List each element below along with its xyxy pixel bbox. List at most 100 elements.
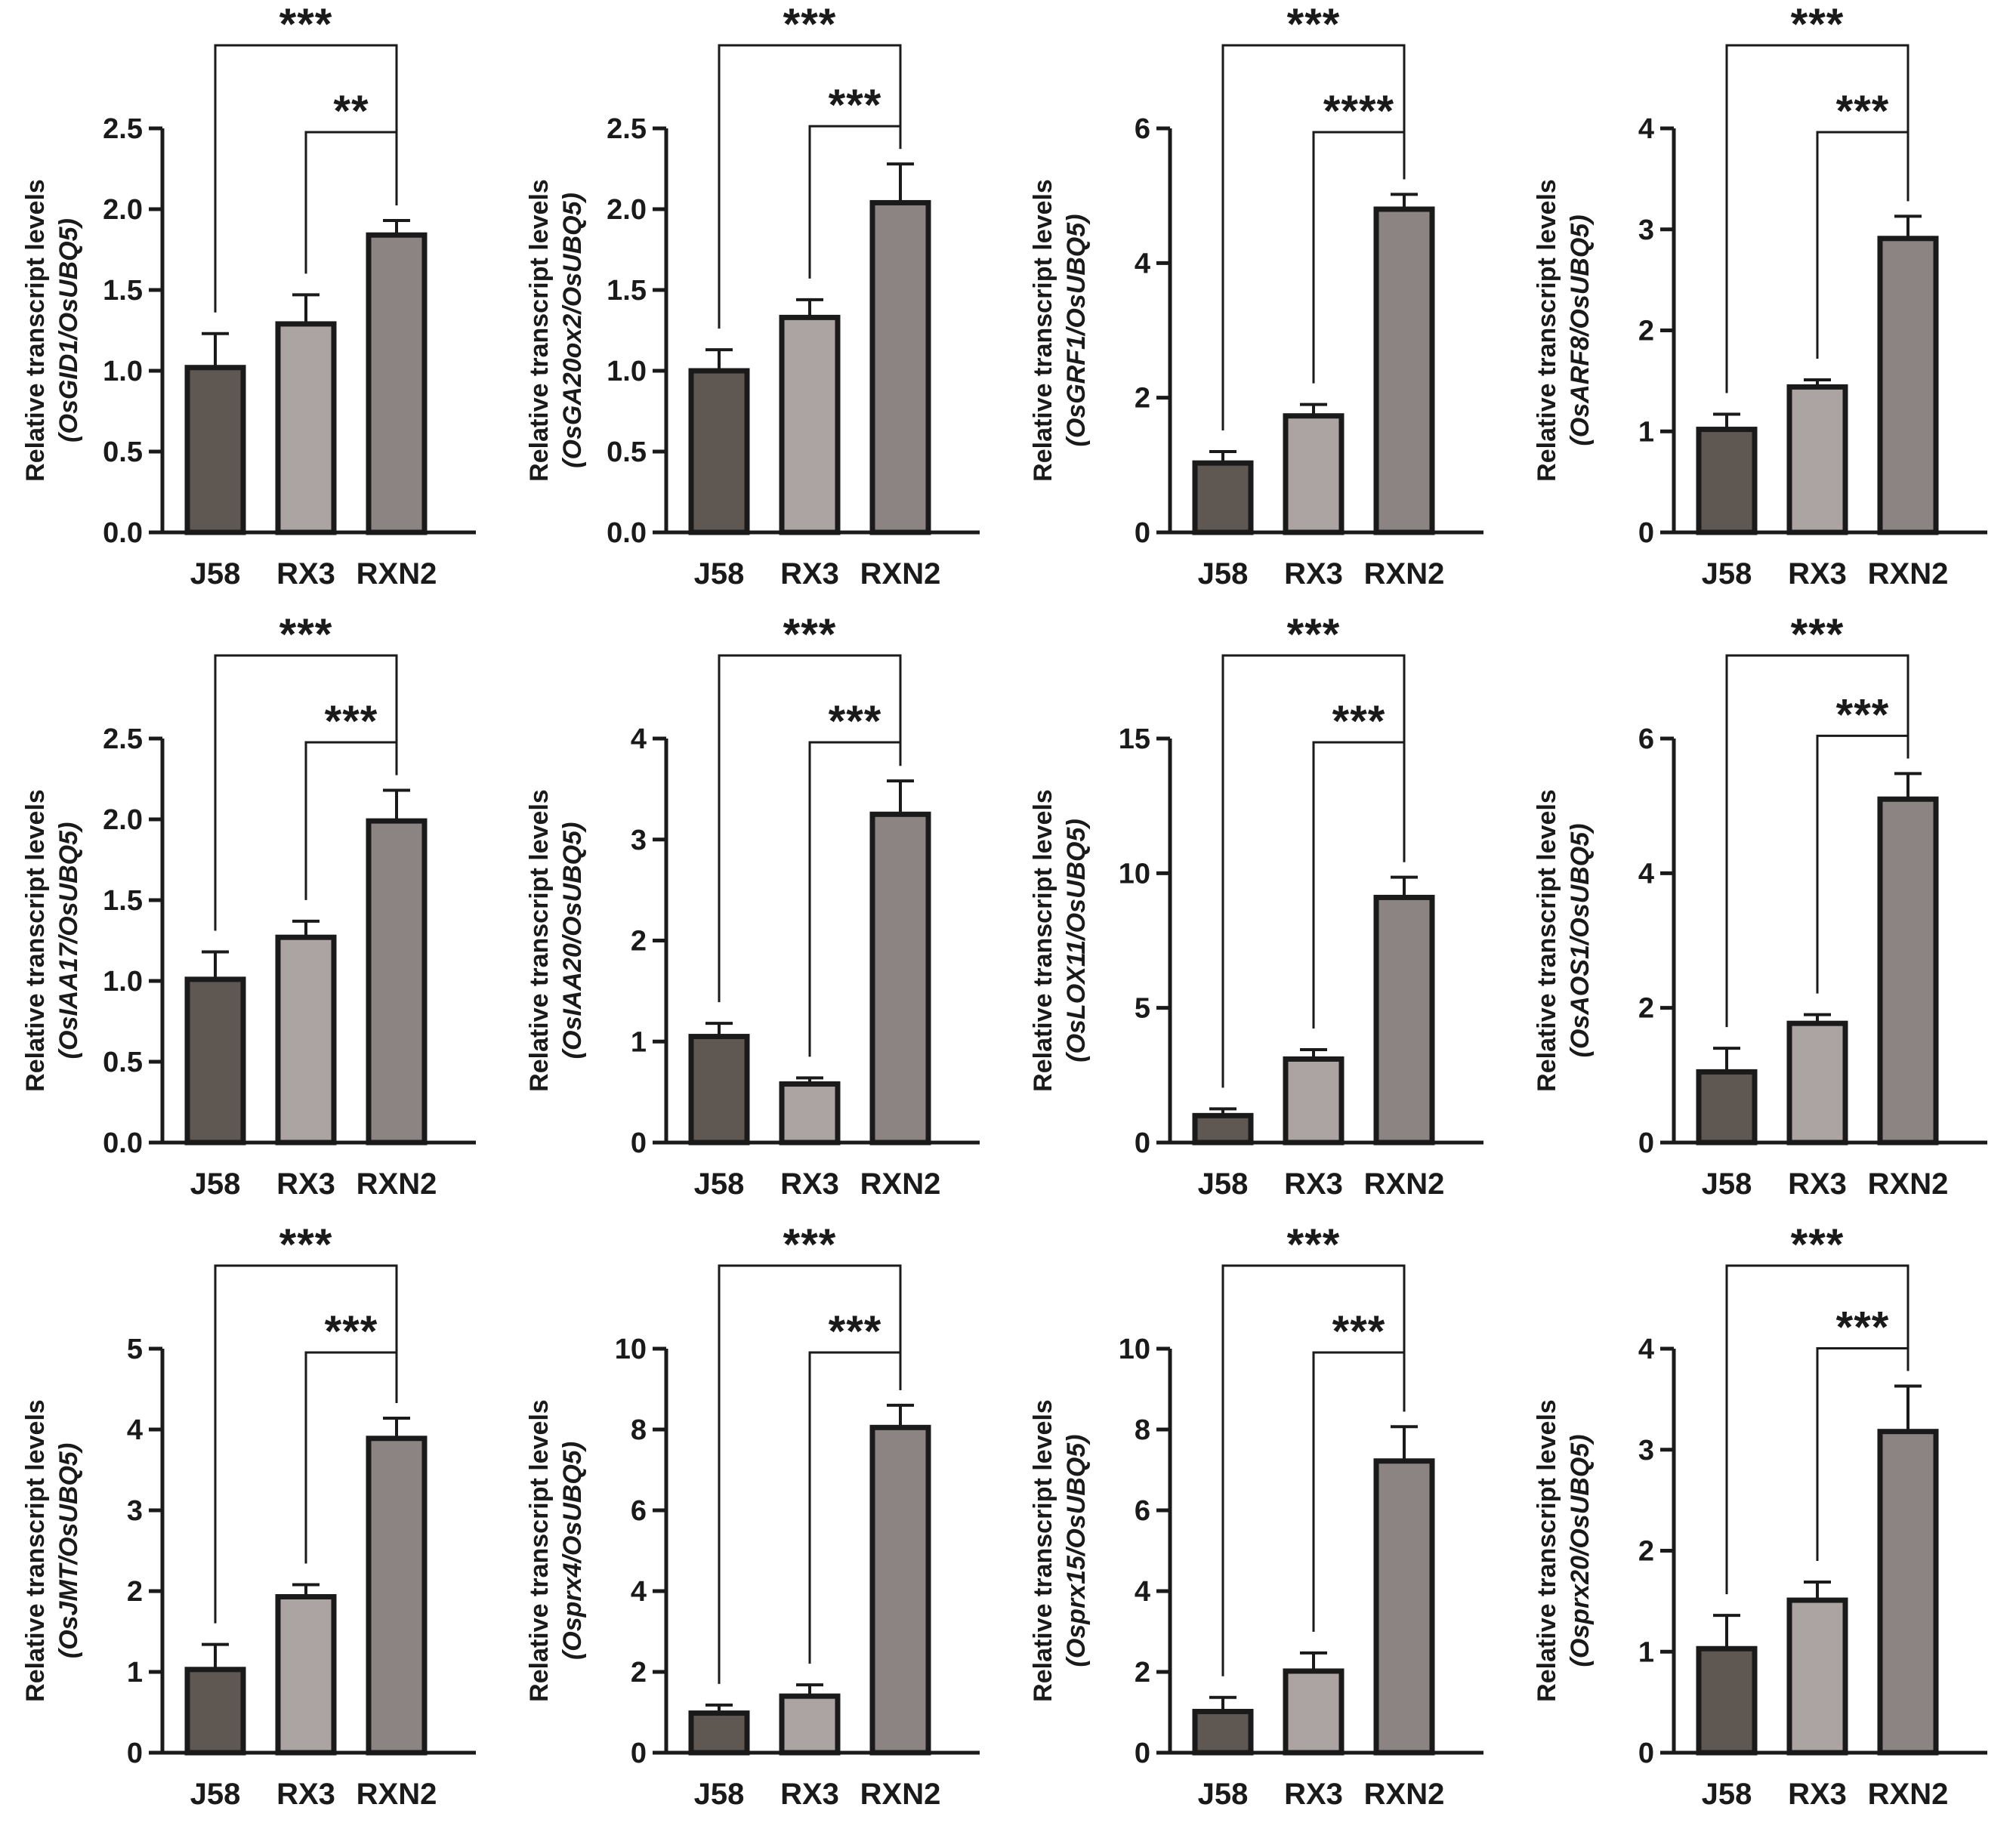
significance-bracket bbox=[1312, 741, 1406, 1029]
y-tick-label: 1.0 bbox=[103, 356, 143, 387]
y-tick-label: 3 bbox=[1638, 1435, 1654, 1467]
x-category-label: RXN2 bbox=[1868, 1778, 1949, 1811]
y-tick-label: 5 bbox=[1135, 993, 1150, 1025]
chart-svg: Relative transcript levels (Osprx20/OsUBQ… bbox=[1533, 1220, 1987, 1811]
x-category-label: RX3 bbox=[276, 1167, 335, 1201]
significance-bracket bbox=[1816, 734, 1909, 994]
y-tick-label: 2 bbox=[631, 926, 647, 958]
significance-bracket bbox=[1816, 1346, 1909, 1561]
significance-label: *** bbox=[279, 0, 333, 49]
significance-bracket bbox=[1725, 654, 1909, 1028]
bar-j58 bbox=[1696, 427, 1758, 535]
chart-svg: Relative transcript levels (OsGID1/OsUBQ5… bbox=[21, 0, 476, 591]
y-tick-label: 1 bbox=[631, 1026, 647, 1058]
x-category-label: J58 bbox=[694, 1167, 745, 1201]
significance-label: *** bbox=[1332, 697, 1386, 746]
bar-rxn2 bbox=[1877, 1429, 1939, 1756]
y-tick-label: 10 bbox=[1119, 1334, 1150, 1365]
bar-rx3 bbox=[275, 934, 337, 1146]
chart-panel: Relative transcript levels (Osprx20/OsUBQ… bbox=[1511, 1220, 2015, 1830]
significance-label: *** bbox=[829, 697, 882, 746]
chart-svg: Relative transcript levels (OsGRF1/OsUBQ5… bbox=[1029, 0, 1483, 591]
chart-panel: Relative transcript levels (OsIAA20/OsUBQ… bbox=[504, 610, 1008, 1220]
y-axis-label: Relative transcript levels bbox=[1533, 789, 1561, 1092]
bar-rxn2 bbox=[1373, 894, 1435, 1146]
x-category-label: RXN2 bbox=[1868, 557, 1949, 591]
significance-label: *** bbox=[1332, 1307, 1386, 1356]
bar-rx3 bbox=[1283, 413, 1345, 535]
significance-bracket bbox=[1312, 131, 1406, 384]
x-category-label: J58 bbox=[190, 1778, 241, 1811]
y-tick-label: 2 bbox=[1638, 316, 1654, 347]
y-tick-label: 2.0 bbox=[607, 194, 647, 226]
significance-bracket bbox=[1725, 1264, 1909, 1595]
significance-bracket bbox=[1312, 1351, 1406, 1632]
bar-rx3 bbox=[1786, 1020, 1848, 1146]
bar-rxn2 bbox=[366, 232, 428, 535]
bar-rxn2 bbox=[1877, 236, 1939, 535]
y-tick-label: 0.5 bbox=[607, 436, 647, 468]
significance-bracket bbox=[304, 1351, 398, 1564]
significance-label: *** bbox=[279, 610, 333, 659]
bar-rx3 bbox=[1786, 384, 1848, 535]
y-tick-label: 0 bbox=[1638, 1738, 1654, 1769]
bar-rx3 bbox=[275, 1593, 337, 1756]
y-tick-label: 8 bbox=[1135, 1414, 1150, 1446]
significance-label: *** bbox=[1791, 610, 1845, 659]
y-tick-label: 2.5 bbox=[103, 113, 143, 145]
x-category-label: RX3 bbox=[1284, 557, 1343, 591]
significance-bracket bbox=[214, 44, 398, 313]
y-tick-label: 6 bbox=[1638, 723, 1654, 755]
x-category-label: RXN2 bbox=[860, 1778, 941, 1811]
y-axis-sublabel: (OsARF8/OsUBQ5) bbox=[1566, 214, 1595, 446]
y-tick-label: 4 bbox=[631, 1576, 647, 1608]
y-axis-sublabel: (OsAOS1/OsUBQ5) bbox=[1566, 824, 1595, 1058]
bar-rxn2 bbox=[366, 1436, 428, 1756]
significance-label: *** bbox=[1287, 1220, 1341, 1269]
chart-panel: Relative transcript levels (OsIAA17/OsUBQ… bbox=[0, 610, 504, 1220]
y-tick-label: 0.5 bbox=[103, 436, 143, 468]
significance-bracket bbox=[214, 1264, 398, 1624]
chart-panel: Relative transcript levels (OsGRF1/OsUBQ5… bbox=[1008, 0, 1511, 610]
y-tick-label: 2.0 bbox=[103, 194, 143, 226]
bar-rx3 bbox=[275, 321, 337, 535]
bar-rx3 bbox=[779, 1081, 841, 1146]
y-axis-label: Relative transcript levels bbox=[1029, 179, 1057, 482]
y-tick-label: 0.0 bbox=[103, 1127, 143, 1159]
x-category-label: RXN2 bbox=[1364, 557, 1445, 591]
chart-svg: Relative transcript levels (OsIAA17/OsUBQ… bbox=[21, 610, 476, 1201]
x-category-label: J58 bbox=[1702, 557, 1752, 591]
bar-j58 bbox=[1192, 1112, 1254, 1146]
x-category-label: RX3 bbox=[1284, 1778, 1343, 1811]
x-category-label: RX3 bbox=[780, 1167, 839, 1201]
bar-j58 bbox=[688, 1710, 750, 1756]
y-tick-label: 0 bbox=[631, 1738, 647, 1769]
y-axis-sublabel: (OsGA20ox2/OsUBQ5) bbox=[558, 193, 587, 468]
y-tick-label: 0.0 bbox=[103, 517, 143, 549]
y-axis-label: Relative transcript levels bbox=[21, 179, 50, 482]
bar-rx3 bbox=[779, 314, 841, 535]
y-tick-label: 1.5 bbox=[103, 885, 143, 917]
y-tick-label: 1 bbox=[127, 1657, 143, 1689]
y-axis-label: Relative transcript levels bbox=[1533, 179, 1561, 482]
x-category-label: RX3 bbox=[1788, 557, 1847, 591]
y-tick-label: 2 bbox=[1135, 1657, 1150, 1689]
bar-rxn2 bbox=[1373, 206, 1435, 535]
y-tick-label: 4 bbox=[127, 1414, 143, 1446]
chart-panel: Relative transcript levels (OsGA20ox2/OsU… bbox=[504, 0, 1008, 610]
y-tick-label: 1 bbox=[1638, 416, 1654, 448]
y-tick-label: 4 bbox=[1638, 858, 1654, 890]
significance-label: *** bbox=[1836, 1303, 1890, 1352]
y-axis-sublabel: (Osprx20/OsUBQ5) bbox=[1566, 1435, 1595, 1667]
significance-label: *** bbox=[1836, 87, 1890, 136]
x-category-label: RXN2 bbox=[1868, 1167, 1949, 1201]
bar-j58 bbox=[1192, 1708, 1254, 1756]
y-tick-label: 8 bbox=[631, 1414, 647, 1446]
y-tick-label: 2 bbox=[1135, 383, 1150, 415]
significance-label: *** bbox=[1791, 0, 1845, 49]
y-axis-label: Relative transcript levels bbox=[1029, 789, 1057, 1092]
bar-j58 bbox=[184, 365, 246, 535]
y-tick-label: 4 bbox=[1638, 1334, 1654, 1365]
y-tick-label: 15 bbox=[1119, 723, 1150, 755]
y-tick-label: 2.5 bbox=[103, 723, 143, 755]
